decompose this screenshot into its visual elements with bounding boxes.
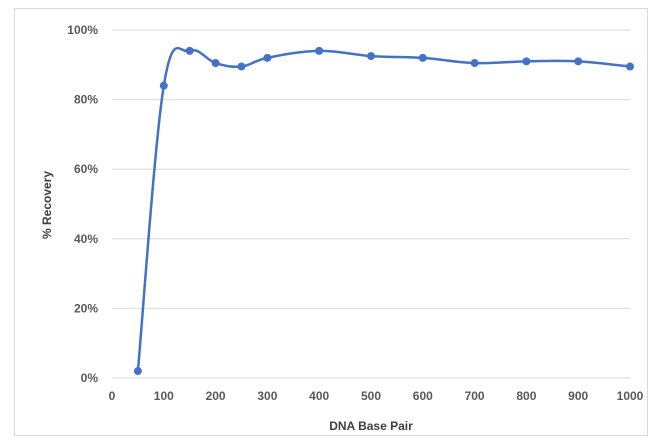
x-tick-label: 900	[568, 389, 588, 403]
data-point	[211, 59, 220, 68]
x-axis-ticks: 0 100 200 300 400 500 600 700 800 900 1000	[109, 389, 644, 403]
x-tick-label: 500	[361, 389, 381, 403]
data-point	[418, 53, 427, 62]
x-tick-label: 600	[413, 389, 433, 403]
x-tick-label: 0	[109, 389, 116, 403]
data-point	[470, 59, 479, 68]
x-tick-label: 200	[206, 389, 226, 403]
gridlines	[112, 29, 630, 379]
y-tick-label: 80%	[74, 93, 98, 107]
x-axis-title: DNA Base Pair	[329, 419, 413, 433]
x-tick-label: 800	[516, 389, 536, 403]
data-point	[263, 53, 272, 62]
y-tick-label: 100%	[67, 23, 98, 37]
x-tick-label: 700	[465, 389, 485, 403]
data-point	[626, 62, 634, 71]
series-layer	[133, 46, 634, 376]
data-point	[133, 367, 142, 376]
data-point	[159, 81, 168, 90]
y-axis-title: % Recovery	[40, 171, 54, 239]
data-point	[315, 46, 324, 55]
y-axis-ticks: 0% 20% 40% 60% 80% 100%	[67, 23, 98, 385]
y-tick-label: 40%	[74, 232, 98, 246]
x-tick-label: 300	[257, 389, 277, 403]
series-line	[136, 46, 631, 372]
data-point	[185, 46, 194, 55]
y-tick-label: 20%	[74, 301, 98, 315]
y-tick-label: 0%	[81, 371, 99, 385]
data-point	[574, 57, 583, 66]
x-tick-label: 100	[154, 389, 174, 403]
x-tick-label: 1000	[617, 389, 644, 403]
data-point	[522, 57, 531, 66]
data-point	[367, 52, 375, 61]
x-tick-label: 400	[309, 389, 329, 403]
y-tick-label: 60%	[74, 162, 98, 176]
chart-frame	[14, 8, 648, 436]
data-point	[237, 62, 246, 71]
